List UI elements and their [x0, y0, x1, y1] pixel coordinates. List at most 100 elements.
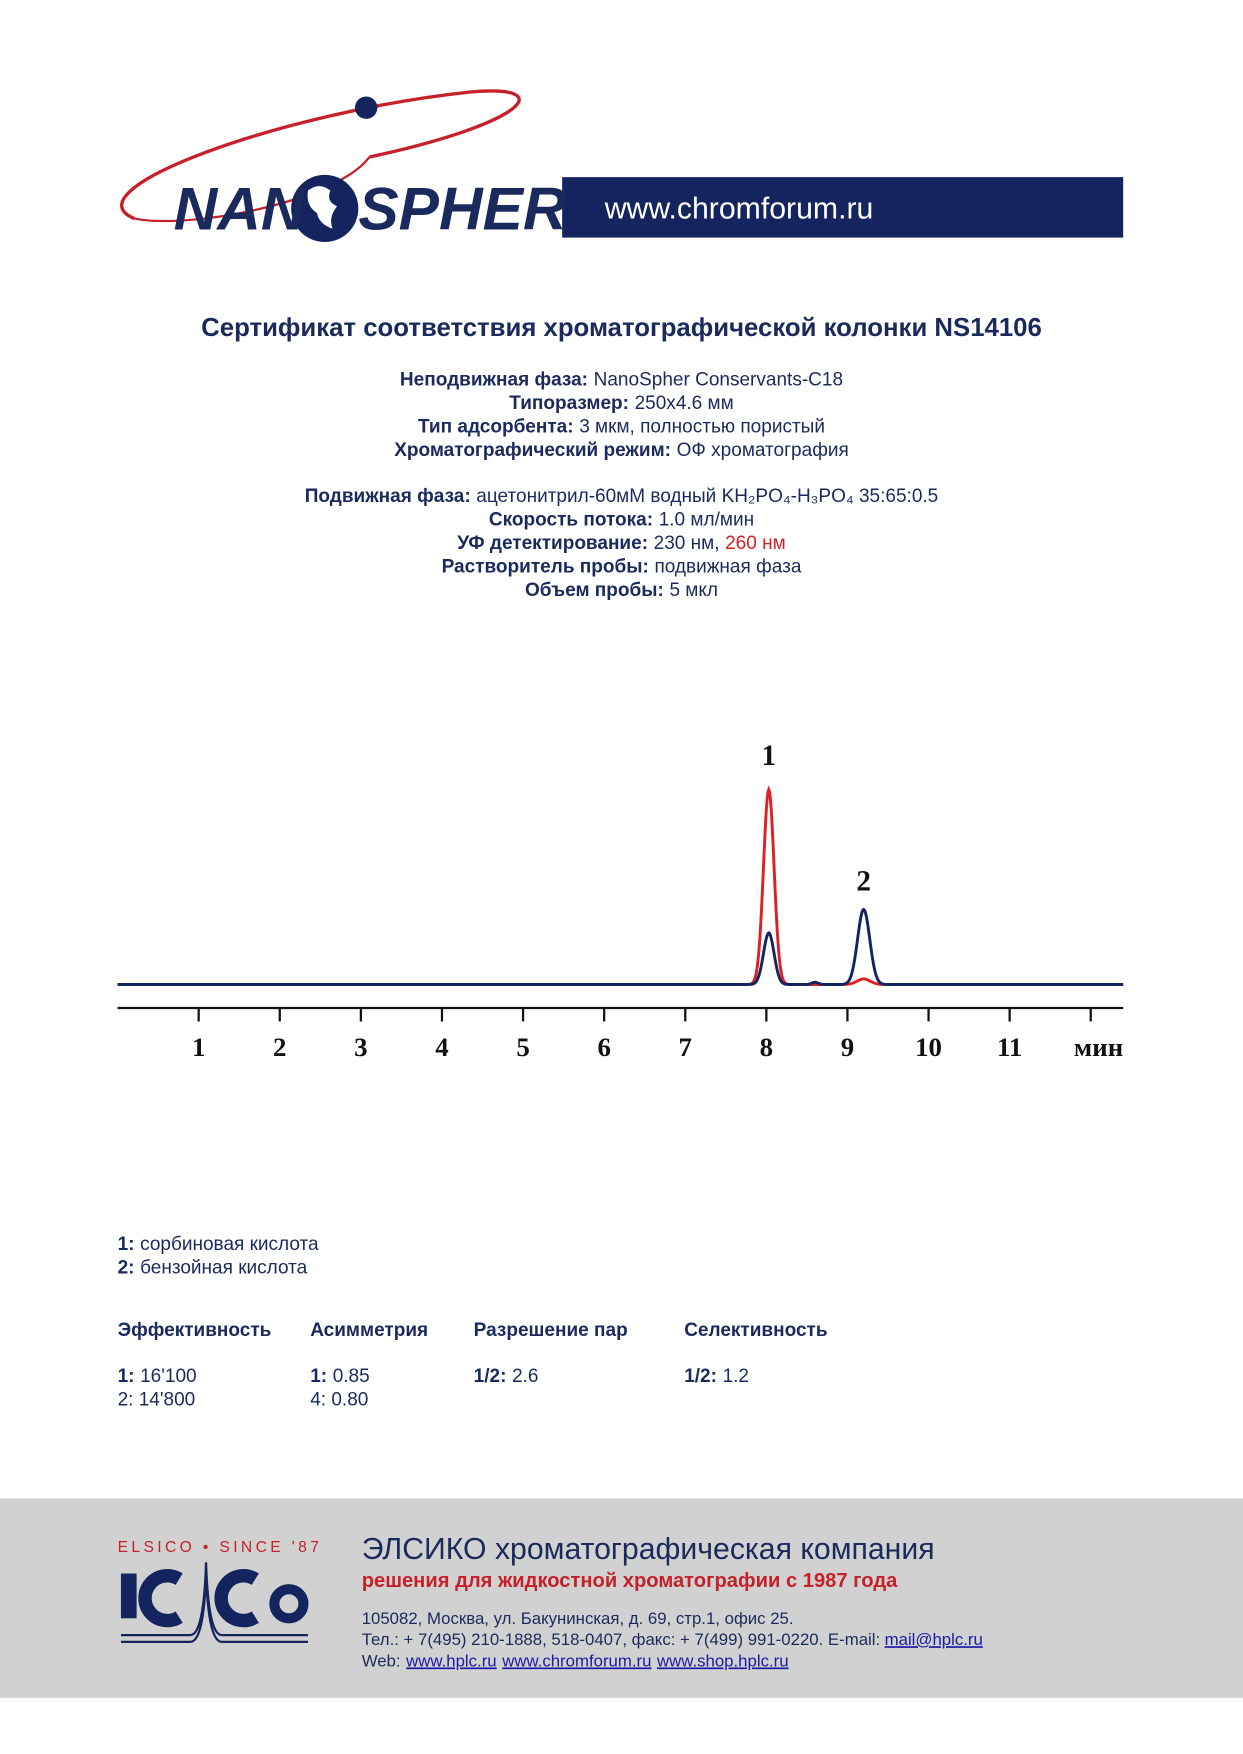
parameter-line: Растворитель пробы: подвижная фаза [442, 556, 802, 577]
parameter-line: Типоразмер: 250x4.6 мм [509, 393, 733, 414]
parameter-value: ОФ хроматография [677, 440, 849, 461]
metric-header: Разрешение пар [474, 1320, 628, 1341]
chromatogram-trace [117, 785, 1124, 986]
web-label: Web: [362, 1651, 401, 1670]
metric-key: 1/2: [474, 1366, 507, 1387]
title: Сертификат соответствия хроматографическ… [201, 314, 1042, 342]
compound-name: бензойная кислота [140, 1257, 308, 1278]
parameter-value: 5 мкл [669, 580, 718, 601]
x-tick-label: 8 [760, 1032, 773, 1062]
metric-line: 1: 0.85 [310, 1366, 370, 1387]
metric-key: 1/2: [684, 1366, 717, 1387]
x-tick-label: 2 [273, 1032, 286, 1062]
logo-text: SPHER [358, 175, 567, 243]
logo-caption: ELSICO • SINCE '87 [118, 1539, 323, 1556]
metric-header: Асимметрия [310, 1320, 428, 1341]
logo-orbit [120, 89, 521, 221]
parameter-value: 250x4.6 мм [635, 393, 734, 414]
parameter-value: NanoSpher Conservants-C18 [594, 369, 843, 390]
parameter-label: Растворитель пробы: [442, 556, 649, 577]
parameter-value: 1.0 мл/мин [659, 509, 754, 530]
website-banner [562, 177, 1124, 238]
peak-label: 1 [762, 740, 777, 772]
parameter-value-extra: 260 нм [725, 533, 786, 554]
logo-text: NAN [174, 175, 306, 243]
parameter-line: Подвижная фаза: ацетонитрил-60мМ водный K… [305, 486, 939, 507]
metric-value: 4: 0.80 [310, 1390, 368, 1411]
logo-globe-land [307, 186, 338, 229]
x-tick-label: 9 [841, 1032, 854, 1062]
email-link[interactable]: mail@hplc.ru [885, 1630, 983, 1649]
metric-key: 1: [310, 1366, 327, 1387]
web-link[interactable]: www.hplc.ru [405, 1651, 496, 1670]
x-tick-label: 10 [915, 1032, 942, 1062]
compound-line: 2: бензойная кислота [118, 1257, 308, 1278]
parameter-label: Подвижная фаза: [305, 486, 471, 507]
metric-line: 2: 14'800 [118, 1390, 196, 1411]
compound-name: сорбиновая кислота [140, 1234, 319, 1255]
metric-line: 1/2: 1.2 [684, 1366, 749, 1387]
website: www.chromforum.ru [604, 193, 874, 226]
parameter-label: Скорость потока: [489, 509, 653, 530]
parameter-value: 3 мкм, полностью пористый [579, 416, 825, 437]
compound-line: 1: сорбиновая кислота [118, 1234, 319, 1255]
footer-logo [120, 1562, 309, 1643]
metric-value: 1.2 [723, 1366, 749, 1387]
parameter-label: УФ детектирование: [457, 533, 648, 554]
parameter-value: подвижная фаза [654, 556, 801, 577]
metric-line: 1/2: 2.6 [474, 1366, 539, 1387]
web-link[interactable]: www.chromforum.ru [501, 1651, 651, 1670]
x-tick-label: 4 [435, 1032, 448, 1062]
parameter-line: УФ детектирование: 230 нм, 260 нм [457, 533, 785, 554]
logo-shape [120, 1573, 137, 1619]
web-line: Web: www.hplc.ru www.chromforum.ru www.shop… [362, 1651, 789, 1670]
logo-peak [120, 1562, 308, 1637]
metric-header: Эффективность [118, 1320, 272, 1341]
parameter-label: Хроматографический режим: [394, 440, 671, 461]
parameter-value: 230 нм, [654, 533, 720, 554]
parameter-label: Объем пробы: [525, 580, 664, 601]
metric-value: 16'100 [140, 1366, 197, 1387]
x-tick-label: 11 [997, 1032, 1022, 1062]
logo-dot [354, 96, 378, 119]
parameter-line: Неподвижная фаза: NanoSpher Conservants-C… [400, 369, 843, 390]
metric-key: 1: [118, 1366, 135, 1387]
logo-shape [214, 1569, 259, 1628]
metric-line: 1: 16'100 [118, 1366, 197, 1387]
address: 105082, Москва, ул. Бакунинская, д. 69, … [362, 1609, 794, 1628]
phone-line: Тел.: + 7(495) 210-1888, 518-0407, факс:… [362, 1630, 983, 1649]
phone: Тел.: + 7(495) 210-1888, 518-0407, факс:… [362, 1630, 880, 1649]
slogan: решения для жидкостной хроматографии с 1… [362, 1570, 898, 1592]
parameter-label: Типоразмер: [509, 393, 629, 414]
parameter-label: Неподвижная фаза: [400, 369, 588, 390]
metric-value: 2.6 [512, 1366, 538, 1387]
logo-peak [120, 1573, 308, 1643]
x-tick-label: 6 [597, 1032, 610, 1062]
metric-header: Селективность [684, 1320, 827, 1341]
parameter-value: ацетонитрил-60мМ водный KH₂PO₄-H₃PO₄ 35:… [476, 486, 938, 507]
metric-value: 2: 14'800 [118, 1390, 196, 1411]
web-link[interactable]: www.shop.hplc.ru [656, 1651, 789, 1670]
parameter-label: Тип адсорбента: [418, 416, 574, 437]
chromatogram-trace [117, 907, 1124, 986]
x-tick-label: 5 [516, 1032, 529, 1062]
x-tick-label: 1 [192, 1032, 205, 1062]
parameter-line: Тип адсорбента: 3 мкм, полностью пористый [418, 416, 825, 437]
compound-id: 1: [118, 1234, 135, 1255]
metric-line: 4: 0.80 [310, 1390, 368, 1411]
parameter-line: Хроматографический режим: ОФ хроматографи… [394, 440, 849, 461]
x-unit: мин [1074, 1032, 1123, 1062]
parameter-line: Скорость потока: 1.0 мл/мин [489, 509, 754, 530]
x-tick-label: 3 [354, 1032, 367, 1062]
x-tick-label: 7 [679, 1032, 692, 1062]
metric-value: 0.85 [333, 1366, 370, 1387]
logo-orbit [134, 156, 371, 223]
peak-label: 2 [856, 865, 871, 897]
logo-shape [269, 1584, 309, 1624]
logo-shape [138, 1569, 183, 1628]
company: ЭЛСИКО хроматографическая компания [362, 1533, 935, 1566]
parameter-line: Объем пробы: 5 мкл [525, 580, 718, 601]
compound-id: 2: [118, 1257, 135, 1278]
